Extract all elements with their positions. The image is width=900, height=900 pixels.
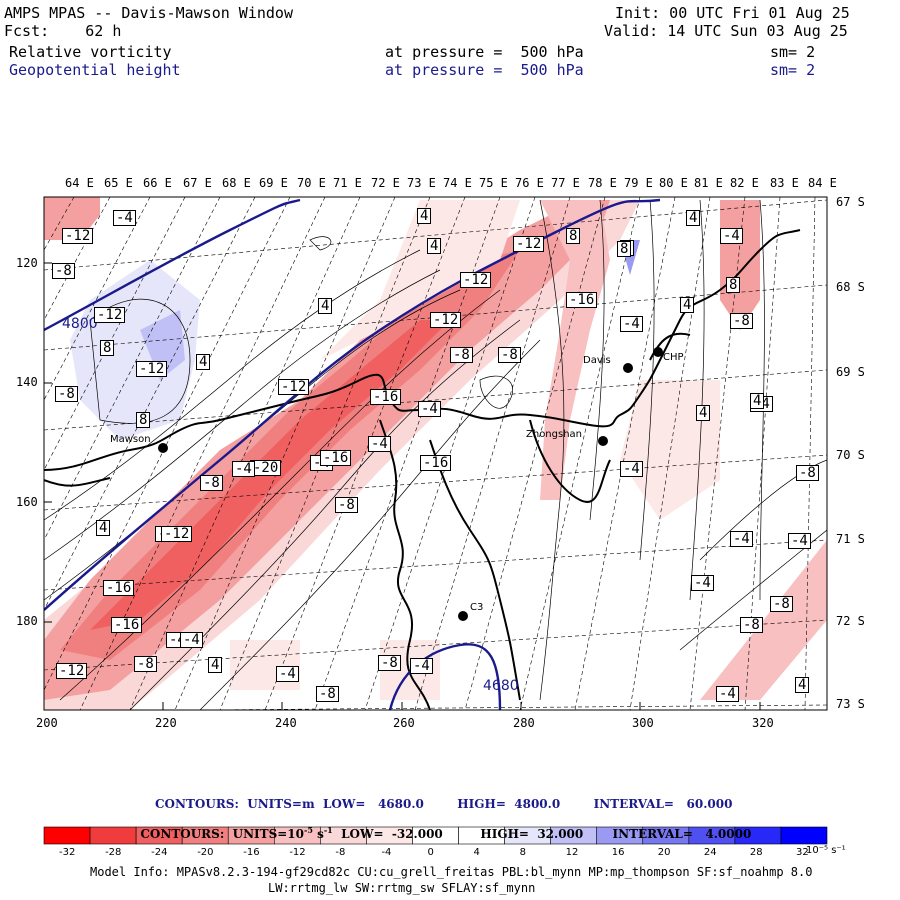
model-physics: LW:rrtmg_lw SW:rrtmg_sw SFLAY:sf_mynn <box>268 881 536 895</box>
field1-name: Relative vorticity <box>9 43 172 61</box>
forecast-hour: Fcst: 62 h <box>4 22 122 40</box>
colorbar-segment <box>89 826 137 845</box>
colorbar-segment <box>780 826 828 845</box>
vorticity-contour-range: LOW= -32.000 HIGH= 32.000 INTERVAL= 4.00… <box>332 827 752 841</box>
vorticity-contour-units-s: s <box>317 827 324 841</box>
field1-sm: sm= 2 <box>770 43 816 61</box>
model-title: AMPS MPAS -- Davis-Mawson Window <box>4 4 293 22</box>
field2-pressure: at pressure = 500 hPa <box>385 61 584 79</box>
field2-name: Geopotential height <box>9 61 181 79</box>
height-contour-info: CONTOURS: UNITS=m LOW= 4680.0 HIGH= 4800… <box>155 797 733 811</box>
field1-pressure: at pressure = 500 hPa <box>385 43 584 61</box>
colorbar-unit: 10⁻⁵ s⁻¹ <box>806 845 846 856</box>
valid-time: Valid: 14 UTC Sun 03 Aug 25 <box>604 22 848 40</box>
vorticity-contour-info: CONTOURS: UNITS=10-5 s-1 LOW= -32.000 HI… <box>140 825 752 841</box>
colorbar-segment <box>43 826 91 845</box>
vorticity-contour-units: CONTOURS: UNITS=10 <box>140 827 304 841</box>
model-info: Model Info: MPASv8.2.3-194-gf29cd82c CU:… <box>90 865 813 879</box>
init-time: Init: 00 UTC Fri 01 Aug 25 <box>615 4 850 22</box>
field2-sm: sm= 2 <box>770 61 816 79</box>
colorbar <box>43 826 828 845</box>
